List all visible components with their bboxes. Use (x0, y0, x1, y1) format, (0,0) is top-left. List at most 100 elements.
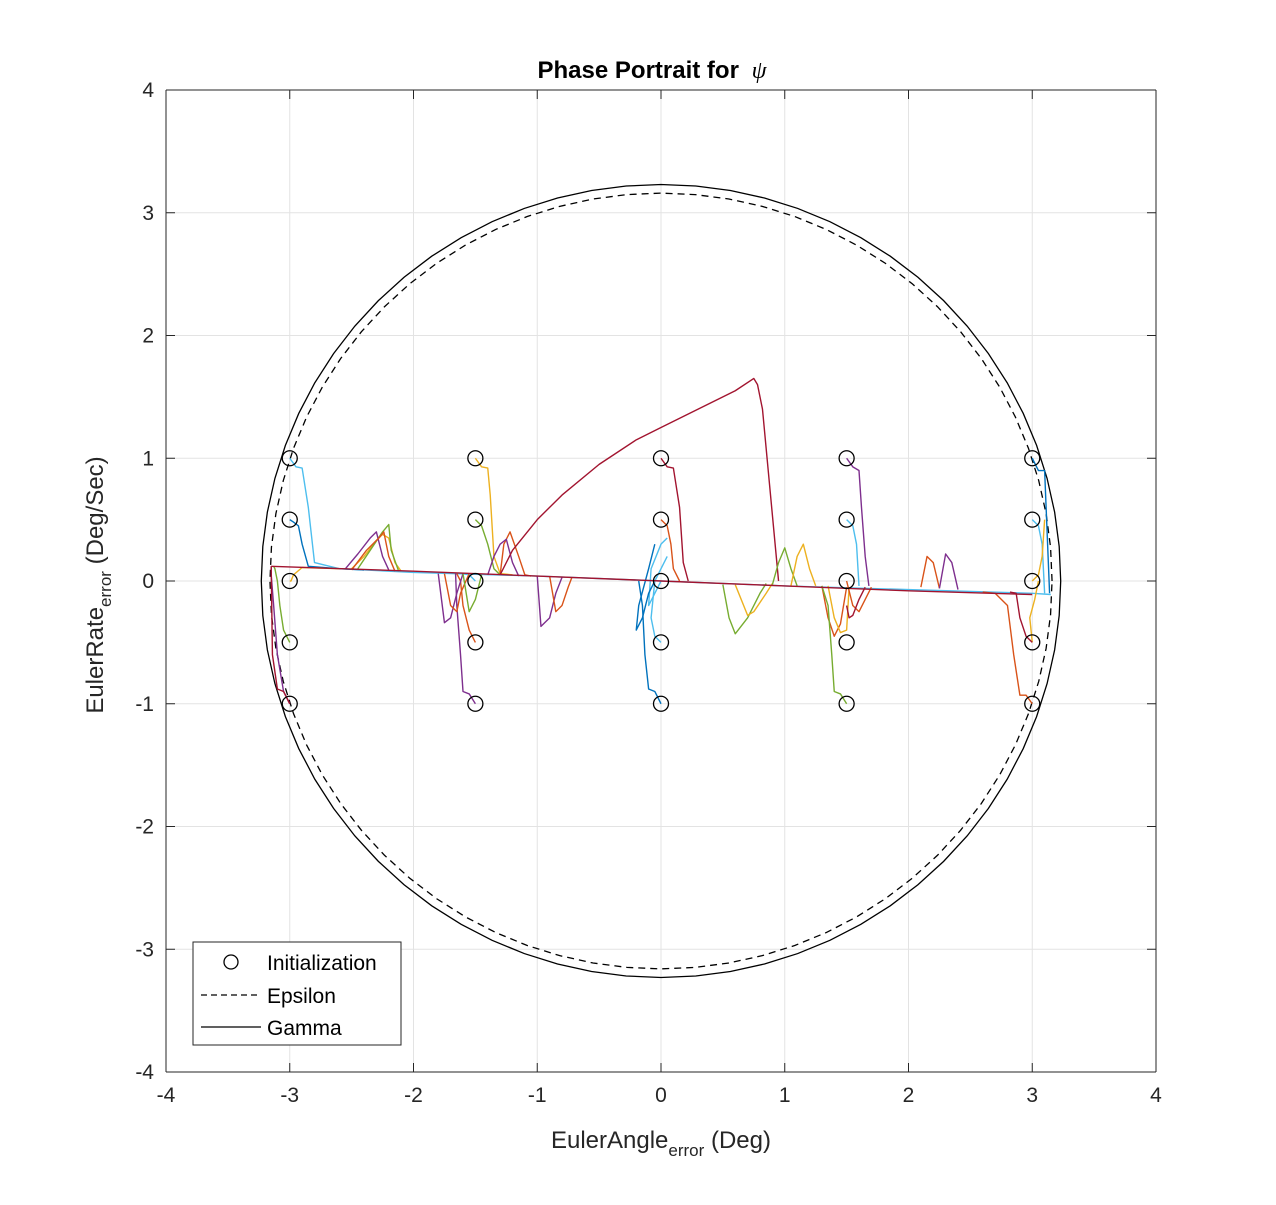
trajectory-line-23 (660, 457, 689, 582)
x-tick-label-7: 3 (1026, 1084, 1038, 1107)
legend-initialization-label: Initialization (267, 952, 377, 975)
trajectory-line-42 (1029, 580, 1040, 643)
y-axis-label: EulerRateerror (Deg/Sec) (82, 456, 115, 713)
x-axis-label: EulerAngleerror (Deg) (551, 1127, 771, 1160)
trajectory-line-33 (821, 585, 848, 637)
y-tick-label-2: -2 (135, 816, 154, 839)
trajectory-line-48 (271, 565, 1033, 596)
trajectory-line-45 (1031, 519, 1046, 582)
init-marker-0-0 (281, 695, 298, 712)
x-tick-label-8: 4 (1150, 1084, 1162, 1107)
init-marker-1-4 (467, 450, 484, 467)
init-marker-0-3 (281, 511, 298, 528)
init-marker-2-4 (652, 450, 670, 467)
boundary-circles (260, 183, 1062, 979)
y-tick-label-3: -1 (135, 693, 154, 716)
trajectory-line-36 (846, 519, 860, 586)
y-tick-label-8: 4 (142, 79, 154, 102)
legend-epsilon-label: Epsilon (267, 985, 336, 1008)
y-axis-label-sub: error (96, 571, 115, 607)
trajectory-line-35 (846, 457, 870, 586)
init-marker-1-0 (467, 695, 484, 712)
trajectory-line-9 (351, 531, 396, 572)
trajectory-line-37 (845, 580, 873, 613)
trajectory-line-8 (344, 531, 390, 571)
init-marker-1-1 (467, 634, 484, 651)
trajectory-line-44 (1031, 519, 1046, 594)
chart-title-text: Phase Portrait for (538, 57, 739, 84)
x-tick-label-3: -1 (528, 1084, 547, 1107)
x-tick-label-5: 1 (779, 1084, 791, 1107)
x-tick-label-1: -3 (280, 1084, 299, 1107)
init-marker-4-1 (1024, 634, 1041, 651)
chart-title: Phase Portrait for ψ (538, 57, 768, 84)
trajectory-line-32 (790, 543, 817, 587)
init-marker-3-1 (838, 634, 855, 651)
y-axis-label-unit: (Deg/Sec) (82, 456, 109, 571)
trajectory-line-26 (635, 544, 656, 631)
trajectory-line-34 (827, 585, 850, 634)
trajectory-line-15 (437, 573, 464, 624)
x-tick-label-0: -4 (157, 1084, 176, 1107)
trajectory-line-28 (638, 580, 662, 705)
trajectory-line-22 (499, 377, 780, 582)
y-axis-label-main: EulerRate (82, 607, 109, 714)
trajectory-line-46 (1009, 591, 1033, 643)
trajectory-line-0 (289, 457, 1051, 596)
init-marker-4-4 (1024, 450, 1041, 467)
y-tick-label-6: 2 (142, 325, 154, 348)
x-axis-label-unit: (Deg) (704, 1127, 771, 1154)
trajectory-line-21 (548, 575, 573, 613)
init-marker-1-2 (467, 572, 484, 590)
init-marker-0-1 (281, 634, 298, 651)
trajectory-line-39 (821, 585, 848, 705)
legend-initialization-marker (223, 954, 239, 970)
trajectory-line-40 (920, 555, 941, 589)
y-tick-label-7: 3 (142, 202, 154, 225)
init-marker-0-2 (281, 572, 298, 590)
trajectory-line-14 (454, 573, 476, 705)
init-marker-3-4 (838, 450, 855, 467)
trajectory-line-25 (647, 537, 668, 607)
init-marker-4-3 (1024, 511, 1041, 528)
trajectory-line-7 (357, 523, 400, 572)
trajectory-line-19 (487, 538, 520, 577)
init-marker-2-2 (652, 572, 670, 590)
legend: Initialization Epsilon Gamma (192, 941, 402, 1046)
trajectory-line-41 (938, 553, 959, 590)
init-marker-4-2 (1024, 572, 1041, 590)
gamma-boundary-circle (260, 183, 1062, 979)
y-tick-label-5: 1 (142, 447, 154, 470)
init-marker-4-0 (1024, 695, 1041, 712)
init-marker-0-4 (281, 450, 298, 467)
trajectory-line-29 (722, 583, 767, 635)
legend-box (192, 941, 402, 1046)
trajectory-line-20 (536, 576, 563, 628)
trajectory-line-11 (474, 519, 501, 576)
chart-title-symbol: ψ (752, 58, 768, 84)
x-tick-label-4: 0 (655, 1084, 667, 1107)
trajectory-line-27 (650, 556, 668, 643)
x-tick-label-6: 2 (903, 1084, 915, 1107)
trajectory-line-24 (660, 519, 681, 582)
y-tick-label-4: 0 (142, 570, 154, 593)
trajectory-line-30 (734, 583, 773, 617)
initialization-markers (281, 450, 1041, 712)
legend-gamma-label: Gamma (267, 1017, 342, 1040)
trajectory-line-12 (462, 572, 476, 582)
init-marker-3-3 (838, 511, 855, 528)
init-marker-1-3 (467, 511, 484, 528)
init-marker-3-0 (838, 695, 855, 712)
y-tick-label-0: -4 (135, 1061, 154, 1084)
init-marker-2-1 (652, 634, 670, 651)
x-axis-label-main: EulerAngle (551, 1127, 668, 1154)
init-marker-2-0 (652, 695, 670, 712)
init-marker-3-2 (838, 572, 855, 590)
x-axis-label-sub: error (668, 1141, 704, 1160)
trajectory-line-3 (273, 565, 291, 643)
trajectory-line-43 (1031, 457, 1051, 594)
tick-labels: -4 -3 -2 -1 0 1 2 3 4 -4 -3 -2 -1 0 1 2 3 4 (135, 79, 1162, 1107)
y-tick-label-1: -3 (135, 938, 154, 961)
axes (165, 89, 1157, 1073)
